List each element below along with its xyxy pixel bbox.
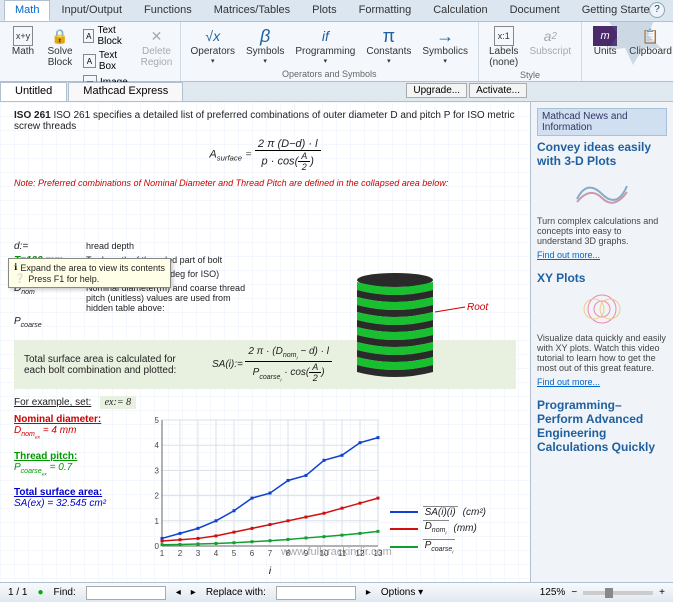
side-xy-heading: XY Plots [537,271,667,285]
plot-xy-icon [537,289,667,329]
clipboard-button[interactable]: 📋Clipboard [625,24,673,59]
news-sidebar: Mathcad News and Information Convey idea… [531,102,673,582]
chart-area: Nominal diameter:Dnomex = 4 mm Thread pi… [14,414,516,582]
svg-text:4: 4 [155,442,160,451]
text-box-button[interactable]: AText Box [80,49,136,73]
style-group-label: Style [485,70,575,80]
svg-text:i: i [269,566,272,577]
side-xy-text: Visualize data quickly and easily with X… [537,333,667,373]
iso-heading: ISO 261 ISO 261 specifies a detailed lis… [14,110,516,132]
zoom-in-icon[interactable]: + [659,587,665,598]
upgrade-button[interactable]: Upgrade... [406,83,467,98]
replace-next-icon[interactable]: ▸ [366,587,371,598]
units-button[interactable]: mUnits [588,24,622,59]
text-block-button[interactable]: AText Block [80,24,136,48]
statusbar: 1 / 1 ● Find: ◂ ▸ Replace with: ▸ Option… [0,582,673,602]
example-row: For example, set: ex:= 8 [14,397,516,408]
worksheet[interactable]: ISO 261 ISO 261 specifies a detailed lis… [0,102,531,582]
tab-functions[interactable]: Functions [133,0,203,21]
sidebar-title: Mathcad News and Information [537,108,667,136]
svg-text:12: 12 [356,549,365,558]
replace-input[interactable] [276,586,356,600]
status-dot-icon: ● [37,587,43,598]
chart-legend: SA(i)(i)(cm²)Dnomi(mm)Pcoarsei [390,504,486,557]
constants-dropdown[interactable]: πConstants▾ [362,24,415,67]
svg-text:8: 8 [286,549,291,558]
find-out-more-link-2[interactable]: Find out more... [537,377,600,387]
tab-io[interactable]: Input/Output [50,0,133,21]
svg-text:3: 3 [155,467,160,476]
tab-calculation[interactable]: Calculation [422,0,498,21]
svg-text:9: 9 [304,549,309,558]
doc-tab-express[interactable]: Mathcad Express [68,82,183,101]
expand-tooltip: ℹExpand the area to view its contents ❔P… [8,258,171,288]
labels-dropdown[interactable]: x:1Labels (none) [485,24,522,70]
tab-document[interactable]: Document [499,0,571,21]
ribbon-tabbar: Math Input/Output Functions Matrices/Tab… [0,0,673,22]
operators-dropdown[interactable]: √xOperators▾ [187,24,239,67]
math-region-button[interactable]: x+yMath [6,24,40,59]
zoom-slider[interactable] [583,591,653,595]
operators-group-label: Operators and Symbols [187,69,472,79]
find-prev-icon[interactable]: ◂ [176,587,181,598]
subscript-button[interactable]: a2Subscript [525,24,575,59]
page-indicator: 1 / 1 [8,587,27,598]
side-3d-heading: Convey ideas easily with 3-D Plots [537,140,667,168]
replace-label: Replace with: [206,587,266,598]
zoom-out-icon[interactable]: − [571,587,577,598]
find-next-icon[interactable]: ▸ [191,587,196,598]
side-3d-text: Turn complex calculations and concepts i… [537,216,667,246]
svg-text:6: 6 [250,549,255,558]
svg-text:2: 2 [178,549,183,558]
tab-math[interactable]: Math [4,0,50,21]
doc-tab-untitled[interactable]: Untitled [0,82,67,101]
zoom-level[interactable]: 125% [540,587,566,598]
ribbon: x+yMath 🔒Solve Block AText Block AText B… [0,22,673,82]
surface-area-formula: Asurface = 2 π (D−d) · lp · cos(A2) [14,138,516,172]
svg-text:7: 7 [268,549,273,558]
svg-text:1: 1 [155,517,160,526]
tab-formatting[interactable]: Formatting [348,0,423,21]
svg-text:5: 5 [232,549,237,558]
svg-text:11: 11 [338,549,347,558]
svg-text:2: 2 [155,492,160,501]
find-input[interactable] [86,586,166,600]
options-dropdown[interactable]: Options ▾ [381,587,423,598]
help-button[interactable]: ? [649,2,665,18]
symbols-dropdown[interactable]: βSymbols▾ [242,24,288,67]
svg-text:13: 13 [374,549,383,558]
find-out-more-link-1[interactable]: Find out more... [537,250,600,260]
svg-text:3: 3 [196,549,201,558]
find-label: Find: [54,587,76,598]
svg-text:Root: Root [467,302,489,313]
plot-3d-icon [537,172,667,212]
symbolics-dropdown[interactable]: →Symbolics▾ [418,24,472,67]
delete-region-button[interactable]: ✕Delete Region [139,24,173,70]
svg-text:5: 5 [155,416,160,425]
note-text: Note: Preferred combinations of Nominal … [14,178,516,188]
help-icon: ❔ [14,273,25,284]
svg-text:1: 1 [160,549,165,558]
activate-button[interactable]: Activate... [469,83,527,98]
svg-text:10: 10 [320,549,329,558]
line-chart: 01234512345678910111213i [144,414,384,578]
solve-block-button[interactable]: 🔒Solve Block [43,24,77,70]
svg-text:4: 4 [214,549,219,558]
programming-dropdown[interactable]: ifProgramming▾ [291,24,359,67]
thread-diagram: Root [340,272,490,382]
side-prog-heading: Programming– Perform Advanced Engineerin… [537,398,667,454]
tab-matrices[interactable]: Matrices/Tables [203,0,301,21]
info-icon: ℹ [14,262,17,273]
document-tabs: Untitled Mathcad Express Upgrade... Acti… [0,82,673,102]
tab-plots[interactable]: Plots [301,0,347,21]
